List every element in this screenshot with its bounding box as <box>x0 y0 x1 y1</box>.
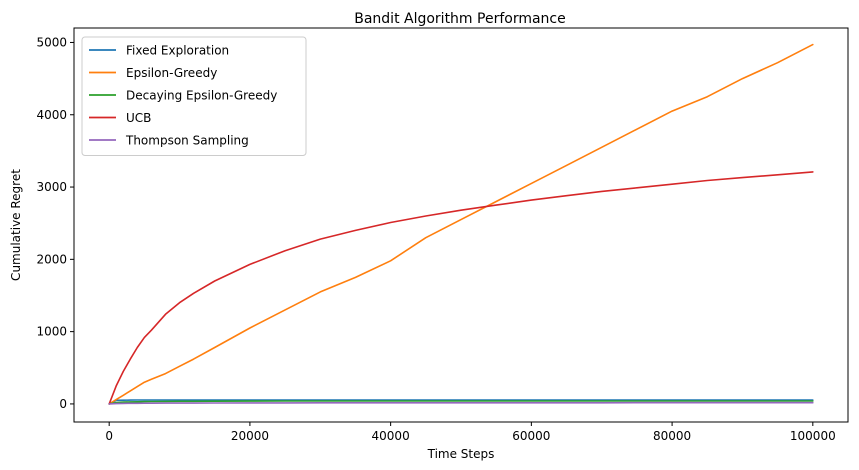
series-line-epsilon-greedy <box>108 43 814 405</box>
y-tick-label: 1000 <box>36 325 67 339</box>
y-tick-label: 2000 <box>36 252 67 266</box>
y-axis: 0 1000 2000 3000 4000 5000 <box>36 35 74 411</box>
series-line-thompson-sampling <box>108 401 814 405</box>
x-tick-label: 100000 <box>790 429 836 443</box>
x-tick-label: 60000 <box>512 429 550 443</box>
y-tick-label: 4000 <box>36 108 67 122</box>
x-axis-label: Time Steps <box>427 447 495 461</box>
chart-title: Bandit Algorithm Performance <box>354 11 566 27</box>
x-tick-label: 80000 <box>653 429 691 443</box>
y-tick-label: 0 <box>59 397 67 411</box>
legend-label: Epsilon-Greedy <box>126 66 217 80</box>
plot-frame <box>73 27 849 423</box>
legend-label: Thompson Sampling <box>125 134 249 148</box>
series-layer <box>108 43 814 405</box>
x-tick-label: 0 <box>105 429 113 443</box>
y-axis-label: Cumulative Regret <box>9 169 23 281</box>
x-tick-label: 40000 <box>372 429 410 443</box>
y-tick-label: 5000 <box>36 35 67 49</box>
legend-label: UCB <box>126 111 151 125</box>
legend-label: Fixed Exploration <box>126 44 229 58</box>
x-axis: 0 20000 40000 60000 80000 100000 <box>105 422 836 443</box>
series-line-decaying-epsilon-greedy <box>108 400 814 405</box>
legend-frame <box>81 36 307 156</box>
legend: Fixed Exploration Epsilon-Greedy Decaying … <box>81 36 307 156</box>
legend-label: Decaying Epsilon-Greedy <box>126 89 277 103</box>
series-line-ucb <box>108 171 814 405</box>
x-tick-label: 20000 <box>231 429 269 443</box>
series-line-fixed-exploration <box>108 399 814 405</box>
y-tick-label: 3000 <box>36 180 67 194</box>
